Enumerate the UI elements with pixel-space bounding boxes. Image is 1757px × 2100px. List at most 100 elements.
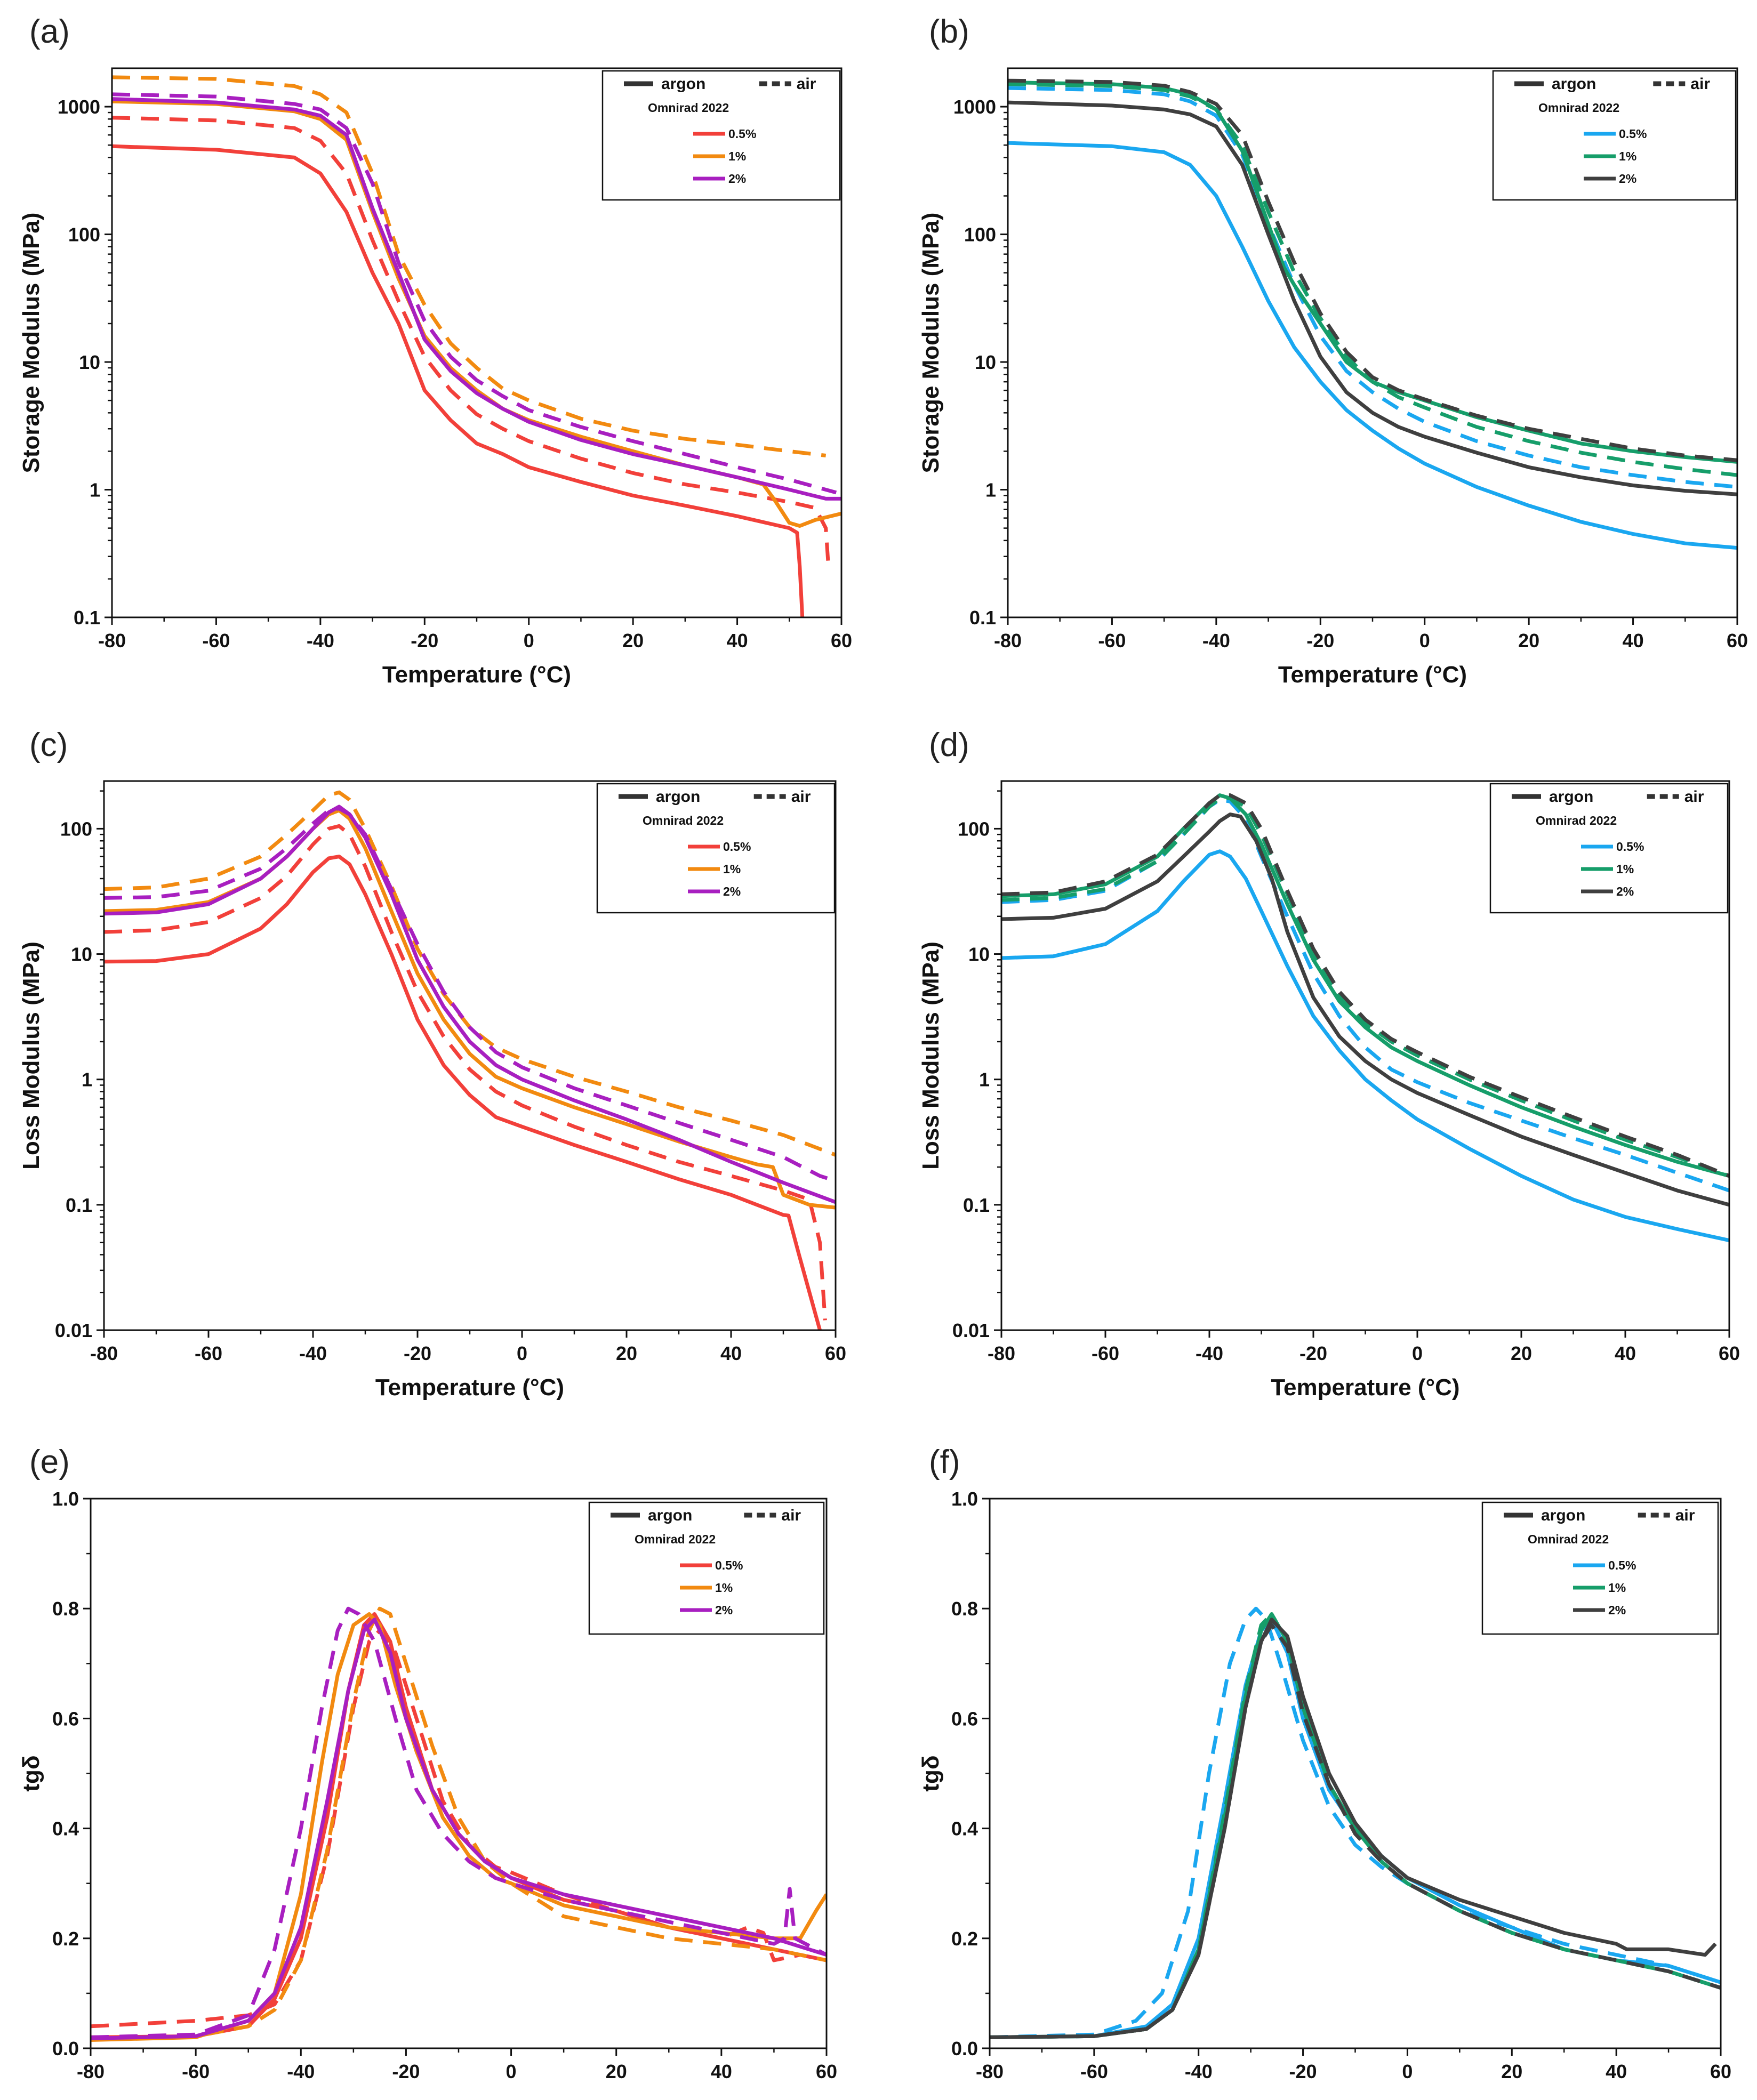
y-tick-label: 1000 [58, 96, 100, 118]
x-tick-label: 0 [1412, 1342, 1423, 1364]
chart-panel-f: (f) -80 -60 -40 -20 0 20 40 60 0.0 0.2 0.4 0.6 0.8 1.0… [918, 1444, 1731, 2082]
legend-dashed-label: air [1690, 75, 1710, 93]
chart-panel-b: (b) -80 -60 -40 -20 0 20 40 60 0.1 1 10 100 1000 Tempe… [918, 13, 1748, 688]
x-tick-label: 20 [616, 1342, 637, 1364]
x-tick-label: 40 [1606, 2061, 1627, 2082]
x-tick-label: -40 [1185, 2061, 1213, 2082]
series-line-purple-argon [112, 97, 841, 501]
series-line-orange-air [91, 1606, 827, 2039]
legend-title: Omnirad 2022 [1528, 1532, 1609, 1546]
series-line-gray-air [1008, 78, 1737, 462]
y-tick-label: 0.1 [66, 1194, 92, 1216]
x-tick-label: 0 [524, 630, 534, 651]
y-tick-label: 0.1 [963, 1194, 990, 1216]
legend-title: Omnirad 2022 [648, 101, 729, 115]
legend-entry-label: 1% [715, 1581, 733, 1595]
x-tick-label: -60 [182, 2061, 210, 2082]
x-tick-label: -20 [411, 630, 438, 651]
y-tick-label: 1 [82, 1069, 92, 1091]
legend: argon air Omnirad 2022 0.5% 1% 2% [596, 783, 836, 914]
y-axis-title: tgδ [918, 1755, 944, 1791]
x-tick-label: 0 [1402, 2061, 1413, 2082]
x-tick-label: 20 [622, 630, 644, 651]
x-tick-label: 40 [711, 2061, 732, 2082]
series-line-blue-air [1008, 86, 1737, 489]
y-tick-label: 1000 [953, 96, 996, 118]
x-tick-label: -80 [988, 1342, 1015, 1364]
y-tick-label: 0.8 [52, 1598, 79, 1620]
x-tick-label: -20 [1299, 1342, 1327, 1364]
y-tick-label: 0.6 [52, 1708, 79, 1729]
y-tick-label: 0.01 [55, 1319, 92, 1341]
series-group [112, 75, 841, 617]
y-tick-label: 10 [71, 944, 92, 965]
x-tick-label: 60 [1719, 1342, 1740, 1364]
x-axis-title: Temperature (°C) [382, 662, 571, 688]
x-tick-label: -40 [287, 2061, 315, 2082]
legend-entry-label: 2% [1619, 172, 1636, 186]
series-group [990, 1606, 1721, 2039]
panel-label: (d) [929, 727, 969, 763]
x-tick-label: 40 [727, 630, 748, 651]
series-group [1001, 793, 1729, 1243]
x-axis-title: Temperature (°C) [375, 1374, 564, 1401]
panel-label: (f) [929, 1444, 960, 1481]
series-line-blue-argon [1008, 141, 1737, 550]
x-axis-title: Temperature (°C) [1278, 662, 1467, 688]
x-tick-label: -20 [392, 2061, 420, 2082]
x-tick-label: -60 [1080, 2061, 1108, 2082]
legend-entry-label: 0.5% [728, 127, 756, 141]
y-tick-label: 10 [975, 351, 996, 373]
legend-box [588, 1501, 825, 1635]
series-line-gray-argon [1008, 100, 1737, 496]
series-group [104, 790, 836, 1330]
legend-entry-label: 0.5% [1608, 1558, 1636, 1572]
chart-panel-e: (e) -80 -60 -40 -20 0 20 40 60 0.0 0.2 0.4 0.6 0.8 1.0… [18, 1444, 837, 2082]
y-tick-label: 0.4 [951, 1818, 978, 1840]
x-tick-label: 0 [517, 1342, 527, 1364]
y-axis-title: Loss Modulus (MPa) [918, 942, 944, 1170]
x-tick-label: 60 [816, 2061, 837, 2082]
x-tick-label: -40 [1196, 1342, 1223, 1364]
y-tick-label: 0.01 [952, 1319, 990, 1341]
legend-entry-label: 2% [1616, 884, 1634, 898]
panel-label: (a) [29, 13, 70, 50]
x-tick-label: 60 [831, 630, 852, 651]
series-line-purple-air [91, 1606, 827, 2039]
y-tick-label: 0.8 [951, 1598, 978, 1620]
x-tick-label: -80 [98, 630, 126, 651]
x-tick-label: 60 [1727, 630, 1748, 651]
panel-label: (b) [929, 13, 969, 50]
y-tick-label: 10 [79, 351, 100, 373]
y-tick-label: 1 [90, 479, 100, 501]
chart-panel-a: (a) -80 -60 -40 -20 0 20 40 60 0.1 1 10 100 1000 Tempe… [18, 13, 852, 688]
legend: argon air Omnirad 2022 0.5% 1% 2% [1489, 783, 1729, 914]
x-tick-label: -60 [202, 630, 230, 651]
legend-solid-label: argon [1549, 788, 1593, 806]
x-tick-label: 40 [1623, 630, 1644, 651]
series-line-red-argon [112, 144, 805, 617]
legend-entry-label: 0.5% [1619, 127, 1647, 141]
x-tick-label: 20 [1511, 1342, 1532, 1364]
y-tick-label: 1 [985, 479, 996, 501]
series-line-purple-air [112, 92, 837, 495]
x-tick-label: 20 [606, 2061, 627, 2082]
x-tick-label: 60 [1710, 2061, 1731, 2082]
x-tick-label: -60 [195, 1342, 222, 1364]
series-group [91, 1606, 827, 2042]
chart-panel-d: (d) -80 -60 -40 -20 0 20 40 60 0.01 0.1 1 10 100 Tempe… [918, 727, 1740, 1401]
y-tick-label: 1.0 [951, 1488, 978, 1510]
x-tick-label: -40 [299, 1342, 327, 1364]
x-tick-label: -40 [307, 630, 334, 651]
x-tick-label: -80 [994, 630, 1022, 651]
legend-solid-label: argon [1541, 1507, 1585, 1524]
x-tick-label: -20 [1289, 2061, 1317, 2082]
legend-dashed-label: air [797, 75, 816, 93]
y-axis-title: Storage Modulus (MPa) [918, 213, 944, 473]
x-axis-title: Temperature (°C) [1271, 1374, 1459, 1401]
legend-solid-label: argon [661, 75, 705, 93]
series-line-gray-argon [1001, 812, 1729, 1207]
x-tick-label: -80 [77, 2061, 105, 2082]
y-tick-label: 0.1 [74, 607, 100, 629]
